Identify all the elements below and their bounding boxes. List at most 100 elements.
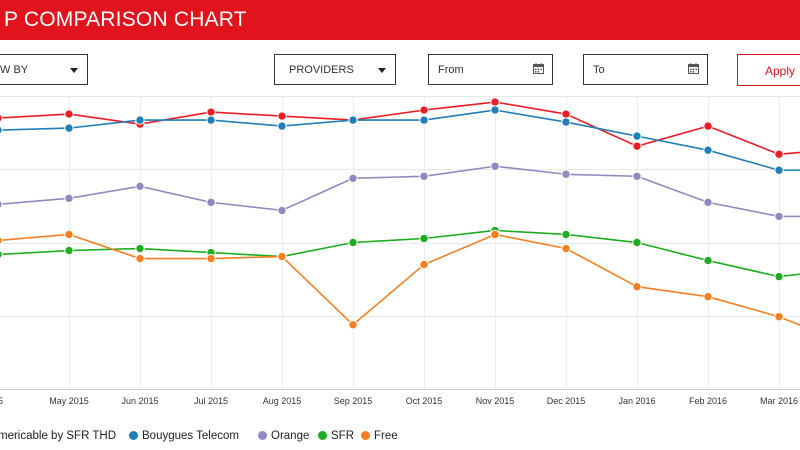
data-point (774, 312, 784, 322)
series-line (0, 233, 800, 326)
data-point (703, 291, 713, 302)
data-point (561, 117, 571, 127)
data-point (774, 165, 784, 175)
data-point (64, 193, 74, 204)
view-by-label: W BY (0, 64, 29, 76)
data-point (561, 243, 571, 254)
data-point (419, 171, 429, 181)
chevron-down-icon (378, 68, 386, 73)
x-tick-label: Oct 2015 (406, 396, 443, 406)
data-point (277, 205, 287, 216)
to-date-input[interactable]: To (583, 54, 708, 85)
data-point (632, 237, 642, 248)
data-point (632, 171, 642, 181)
series-line (0, 229, 800, 278)
data-point (774, 149, 784, 159)
legend-swatch (318, 431, 327, 440)
legend-label: Orange (271, 430, 310, 442)
legend-item[interactable]: mericable by SFR THD (0, 430, 116, 442)
header-bar: P COMPARISON CHART (0, 0, 800, 40)
data-point (490, 105, 500, 115)
data-point (64, 229, 74, 240)
x-tick-label: Jun 2015 (121, 396, 158, 406)
data-point (419, 105, 429, 115)
legend-item[interactable]: SFR (318, 430, 354, 442)
data-point (703, 255, 713, 266)
data-point (277, 121, 287, 131)
legend-label: Free (374, 430, 398, 442)
data-point (0, 236, 3, 245)
page-title: P COMPARISON CHART (4, 8, 247, 31)
data-point (703, 145, 713, 155)
x-tick-label: Nov 2015 (476, 396, 515, 406)
data-point (632, 131, 642, 141)
from-date-input[interactable]: From (428, 54, 553, 85)
x-tick-label: Aug 2015 (263, 396, 302, 406)
apply-label: Apply (765, 64, 796, 78)
chart-series-points (0, 97, 784, 330)
data-point (135, 115, 145, 125)
data-point (419, 115, 429, 125)
x-tick-label: Sep 2015 (334, 396, 373, 406)
data-point (632, 281, 642, 292)
data-point (64, 245, 74, 256)
x-tick-label: May 2015 (49, 396, 89, 406)
data-point (0, 113, 3, 123)
data-point (277, 111, 287, 121)
x-tick-label: Feb 2016 (689, 396, 727, 406)
data-point (135, 181, 145, 192)
data-point (561, 229, 571, 240)
from-date-placeholder: From (438, 64, 464, 76)
x-tick-label: Dec 2015 (547, 396, 586, 406)
legend-swatch (258, 431, 267, 440)
data-point (0, 250, 3, 259)
data-point (419, 259, 429, 270)
calendar-icon[interactable] (688, 63, 699, 74)
x-tick-label: Mar 2016 (760, 396, 798, 406)
chart-legend: mericable by SFR THD Bouygues Telecom Oran… (0, 430, 800, 446)
legend-label: mericable by SFR THD (0, 430, 117, 442)
legend-label: SFR (331, 430, 354, 442)
x-tick-label: 15 (0, 396, 3, 406)
legend-item[interactable]: Free (361, 430, 398, 442)
data-point (277, 251, 287, 262)
data-point (774, 211, 784, 222)
data-point (348, 173, 358, 183)
series-line (0, 101, 800, 155)
x-tick-label: Jan 2016 (618, 396, 655, 406)
data-point (561, 109, 571, 119)
data-point (490, 229, 500, 240)
chevron-down-icon (70, 68, 78, 73)
data-point (135, 253, 145, 264)
data-point (348, 320, 358, 330)
data-point (206, 253, 216, 264)
legend-item[interactable]: Orange (258, 430, 309, 442)
series-line (0, 165, 800, 218)
data-point (0, 200, 3, 209)
apply-button[interactable]: Apply (737, 54, 800, 86)
data-point (703, 197, 713, 208)
data-point (490, 161, 500, 171)
data-point (135, 243, 145, 254)
series-line (0, 109, 800, 172)
providers-label: PROVIDERS (289, 64, 354, 76)
data-point (632, 141, 642, 151)
legend-item[interactable]: Bouygues Telecom (129, 430, 239, 442)
data-point (206, 107, 216, 117)
data-point (206, 115, 216, 125)
data-point (348, 115, 358, 125)
x-axis-ticks: 15 May 2015 Jun 2015 Jul 2015 Aug 2015 Sep 20… (0, 396, 798, 406)
view-by-dropdown[interactable]: W BY (0, 54, 88, 85)
legend-swatch (361, 431, 370, 440)
data-point (206, 197, 216, 208)
providers-dropdown[interactable]: PROVIDERS (274, 54, 396, 85)
data-point (774, 271, 784, 282)
data-point (490, 97, 500, 107)
to-date-placeholder: To (593, 64, 605, 76)
data-point (64, 109, 74, 119)
calendar-icon[interactable] (533, 63, 544, 74)
x-tick-label: Jul 2015 (194, 396, 228, 406)
chart-grid (0, 96, 800, 390)
data-point (348, 237, 358, 248)
